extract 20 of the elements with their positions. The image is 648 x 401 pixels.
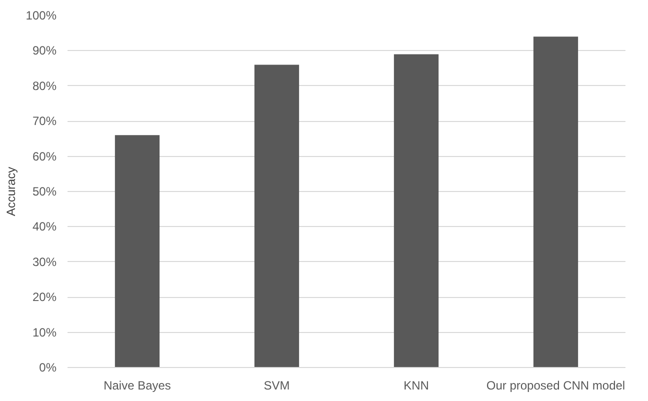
y-tick-label: 0% bbox=[39, 360, 57, 374]
x-tick-label: KNN bbox=[404, 378, 429, 392]
x-tick-label: Our proposed CNN model bbox=[486, 378, 626, 392]
y-tick-label: 20% bbox=[32, 290, 57, 304]
y-tick-label: 80% bbox=[32, 78, 57, 93]
y-axis-title: Accuracy bbox=[4, 166, 18, 216]
y-tick-label: 90% bbox=[32, 44, 57, 58]
bar bbox=[394, 54, 439, 368]
y-tick-label: 100% bbox=[26, 8, 57, 22]
y-tick-label: 40% bbox=[32, 220, 57, 234]
y-tick-label: 60% bbox=[32, 149, 57, 164]
y-tick-label: 70% bbox=[32, 114, 57, 128]
bar bbox=[254, 64, 300, 368]
x-tick-label: SVM bbox=[264, 378, 290, 392]
y-tick-label: 10% bbox=[32, 325, 57, 340]
y-tick-label: 50% bbox=[32, 184, 57, 198]
x-tick-label: Naive Bayes bbox=[104, 378, 171, 392]
y-tick-label: 30% bbox=[32, 254, 57, 269]
bar bbox=[533, 36, 578, 368]
bar bbox=[114, 135, 160, 368]
